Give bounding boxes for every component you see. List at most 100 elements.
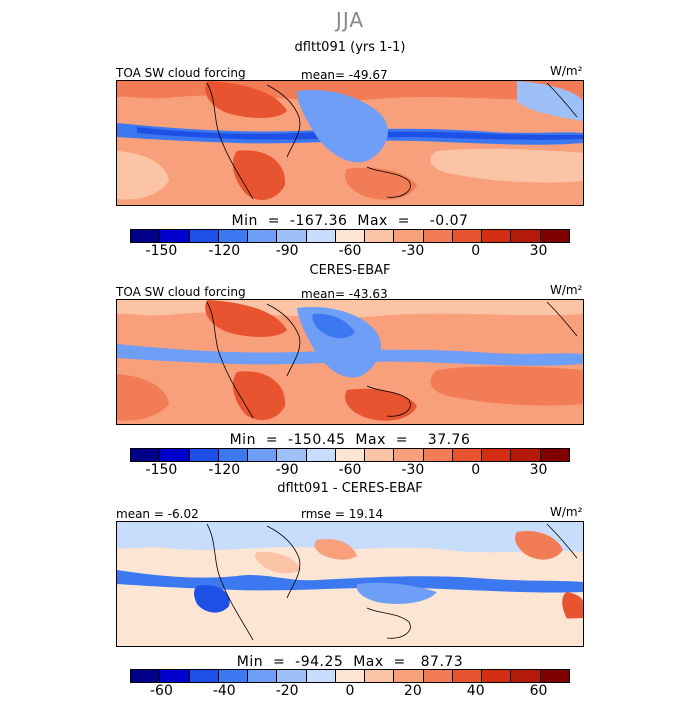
panel-1-max-label: Max = -0.07 <box>357 213 469 229</box>
colorbar-tick-label: 0 <box>471 243 481 259</box>
colorbar-segment <box>277 230 307 242</box>
colorbar-segment <box>218 670 249 682</box>
panel-1-units: W/m² <box>550 64 583 78</box>
panel-3-colorbar <box>130 669 570 683</box>
colorbar-segment <box>160 230 190 242</box>
colorbar-segment <box>511 670 541 682</box>
colorbar-segment <box>365 230 395 242</box>
colorbar-segment <box>218 449 249 461</box>
colorbar-tick-label: -60 <box>149 683 173 699</box>
colorbar-tick-label: -30 <box>401 462 425 478</box>
colorbar-tick-label: 20 <box>403 683 422 699</box>
colorbar-segment <box>160 449 190 461</box>
colorbar-segment <box>335 230 366 242</box>
panel-1-left-label: TOA SW cloud forcing <box>116 66 246 80</box>
panel-2-map-svg <box>117 300 583 424</box>
colorbar-tick-label: 30 <box>529 462 548 478</box>
colorbar-segment <box>394 449 424 461</box>
colorbar-tick-label: 40 <box>466 683 485 699</box>
panel-1-map-svg <box>117 81 583 205</box>
colorbar-segment <box>452 449 483 461</box>
colorbar-segment <box>335 670 366 682</box>
colorbar-tick-label: 0 <box>345 683 355 699</box>
panel-1-title: dfltt091 (yrs 1-1) <box>294 40 406 55</box>
colorbar-segment <box>365 670 395 682</box>
colorbar-segment <box>277 449 307 461</box>
colorbar-tick-label: -60 <box>338 462 362 478</box>
colorbar-segment <box>131 230 161 242</box>
season-title: JJA <box>335 8 365 32</box>
colorbar-segment <box>189 670 219 682</box>
colorbar-segment <box>394 670 424 682</box>
panel-2-left-label: TOA SW cloud forcing <box>116 285 246 299</box>
panel-2-colorbar <box>130 448 570 462</box>
colorbar-tick-label: -120 <box>208 462 241 478</box>
colorbar-segment <box>218 230 249 242</box>
panel-1-colorbar-ticks: -150 -120 -90 -60 -30 0 30 <box>130 243 570 261</box>
colorbar-segment <box>277 670 307 682</box>
colorbar-segment <box>511 230 541 242</box>
colorbar-segment <box>306 670 336 682</box>
panel-3-map-svg <box>117 522 583 646</box>
colorbar-segment <box>306 449 336 461</box>
colorbar-tick-label: -150 <box>145 243 178 259</box>
colorbar-segment <box>306 230 336 242</box>
panel-3-map <box>116 521 584 647</box>
panel-3-title: dfltt091 - CERES-EBAF <box>277 481 423 496</box>
colorbar-tick-label: -60 <box>338 243 362 259</box>
colorbar-tick-label: 60 <box>529 683 548 699</box>
colorbar-segment <box>335 449 366 461</box>
panel-3-mean-label: mean = -6.02 <box>116 507 199 521</box>
panel-1-colorbar <box>130 229 570 243</box>
panel-2-max-label: Max = 37.76 <box>355 432 471 448</box>
panel-3-minmax: Min = -94.25 Max = 87.73 <box>0 654 700 670</box>
panel-1-min-label: Min = -167.36 <box>231 213 348 229</box>
colorbar-tick-label: -40 <box>212 683 236 699</box>
colorbar-segment <box>540 449 569 461</box>
colorbar-segment <box>248 670 278 682</box>
colorbar-segment <box>189 230 219 242</box>
panel-2-colorbar-ticks: -150 -120 -90 -60 -30 0 30 <box>130 462 570 480</box>
colorbar-tick-label: -120 <box>208 243 241 259</box>
colorbar-segment <box>540 230 569 242</box>
panel-2-units: W/m² <box>550 283 583 297</box>
colorbar-tick-label: 0 <box>471 462 481 478</box>
colorbar-segment <box>452 230 483 242</box>
colorbar-tick-label: -30 <box>401 243 425 259</box>
panel-3-min-label: Min = -94.25 <box>236 654 344 670</box>
panel-2-min-label: Min = -150.45 <box>229 432 346 448</box>
colorbar-tick-label: -90 <box>275 462 299 478</box>
colorbar-tick-label: 30 <box>529 243 548 259</box>
colorbar-segment <box>394 230 424 242</box>
colorbar-tick-label: -90 <box>275 243 299 259</box>
panel-2-minmax: Min = -150.45 Max = 37.76 <box>0 432 700 448</box>
colorbar-segment <box>511 449 541 461</box>
panel-1-minmax: Min = -167.36 Max = -0.07 <box>0 213 700 229</box>
colorbar-segment <box>423 670 453 682</box>
colorbar-segment <box>189 449 219 461</box>
colorbar-segment <box>131 449 161 461</box>
panel-3-max-label: Max = 87.73 <box>353 654 464 670</box>
panel-2-mean-label: mean= -43.63 <box>301 287 388 301</box>
panel-1-mean-label: mean= -49.67 <box>301 68 388 82</box>
colorbar-segment <box>423 449 453 461</box>
panel-3-rmse-label: rmse = 19.14 <box>301 507 384 521</box>
colorbar-segment <box>423 230 453 242</box>
colorbar-segment <box>160 670 190 682</box>
panel-2-map <box>116 299 584 425</box>
panel-2-title: CERES-EBAF <box>309 263 391 278</box>
colorbar-segment <box>540 670 569 682</box>
colorbar-segment <box>482 670 512 682</box>
panel-1-map <box>116 80 584 206</box>
colorbar-segment <box>365 449 395 461</box>
colorbar-segment <box>248 449 278 461</box>
colorbar-tick-label: -20 <box>275 683 299 699</box>
colorbar-segment <box>452 670 483 682</box>
panel-3-units: W/m² <box>550 505 583 519</box>
colorbar-segment <box>482 230 512 242</box>
colorbar-segment <box>248 230 278 242</box>
colorbar-tick-label: -150 <box>145 462 178 478</box>
panel-3-colorbar-ticks: -60 -40 -20 0 20 40 60 <box>130 683 570 701</box>
colorbar-segment <box>482 449 512 461</box>
colorbar-segment <box>131 670 161 682</box>
